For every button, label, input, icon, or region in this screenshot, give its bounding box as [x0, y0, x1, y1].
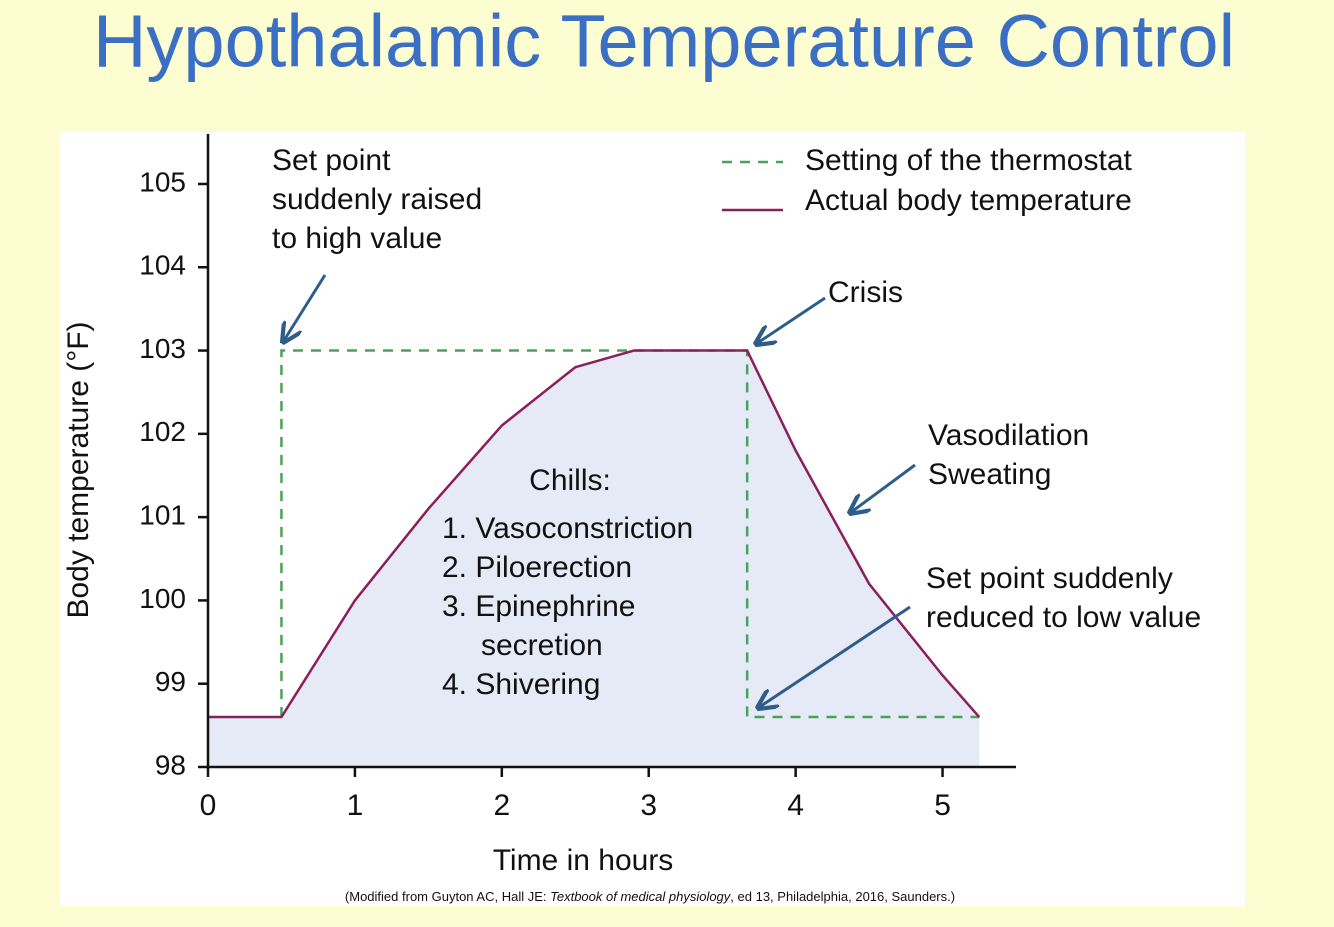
x-tick-label: 1: [347, 789, 364, 822]
x-tick-label: 3: [640, 789, 657, 822]
annotation: Sweating: [928, 458, 1051, 491]
x-axis-label: Time in hours: [493, 844, 674, 877]
annotation: suddenly raised: [272, 183, 482, 216]
annotation: 1. Vasoconstriction: [442, 512, 693, 545]
annotation: reduced to low value: [926, 601, 1201, 634]
legend-label: Actual body temperature: [805, 184, 1132, 217]
x-tick-label: 0: [200, 789, 217, 822]
annotation: Crisis: [828, 276, 903, 309]
annotation: to high value: [272, 222, 442, 255]
y-tick-label: 99: [155, 666, 186, 697]
x-tick-label: 5: [934, 789, 951, 822]
annotation: Vasodilation: [928, 419, 1089, 452]
y-tick-label: 101: [139, 500, 186, 531]
source-part: Textbook of medical physiology: [550, 889, 732, 904]
x-tick-label: 2: [493, 789, 510, 822]
source-part: (Modified from Guyton AC, Hall JE:: [345, 889, 550, 904]
arrow: [756, 296, 826, 344]
area: [208, 350, 980, 767]
annotation: 3. Epinephrine: [442, 590, 635, 623]
annotation: Set point suddenly: [926, 562, 1173, 595]
y-tick-label: 98: [155, 749, 186, 780]
y-tick-label: 105: [139, 166, 186, 197]
annotation: 4. Shivering: [442, 668, 600, 701]
source-part: , ed 13, Philadelphia, 2016, Saunders.): [730, 889, 955, 904]
arrow: [283, 274, 327, 342]
y-axis-label: Body temperature (°F): [62, 321, 95, 618]
legend-label: Setting of the thermostat: [805, 144, 1133, 177]
arrow: [850, 463, 916, 513]
y-tick-label: 102: [139, 416, 186, 447]
arrow: [758, 605, 911, 708]
annotation: 2. Piloerection: [442, 551, 632, 584]
arrows: [283, 274, 916, 708]
annotation: secretion: [481, 629, 603, 662]
annotation: Chills:: [529, 464, 611, 497]
source-note: (Modified from Guyton AC, Hall JE: Textb…: [345, 889, 955, 904]
annotation: Set point: [272, 144, 391, 177]
plot: 98 99 100 101 102 103 104 105 0 1 2 3 4 5 Time in hour…: [62, 134, 1201, 877]
y-tick-label: 100: [139, 583, 186, 614]
x-tick-label: 4: [787, 789, 804, 822]
y-tick-label: 104: [139, 250, 186, 281]
slide-title: Hypothalamic Temperature Control: [93, 0, 1235, 83]
series-line: [208, 349, 981, 719]
y-tick-label: 103: [139, 333, 186, 364]
